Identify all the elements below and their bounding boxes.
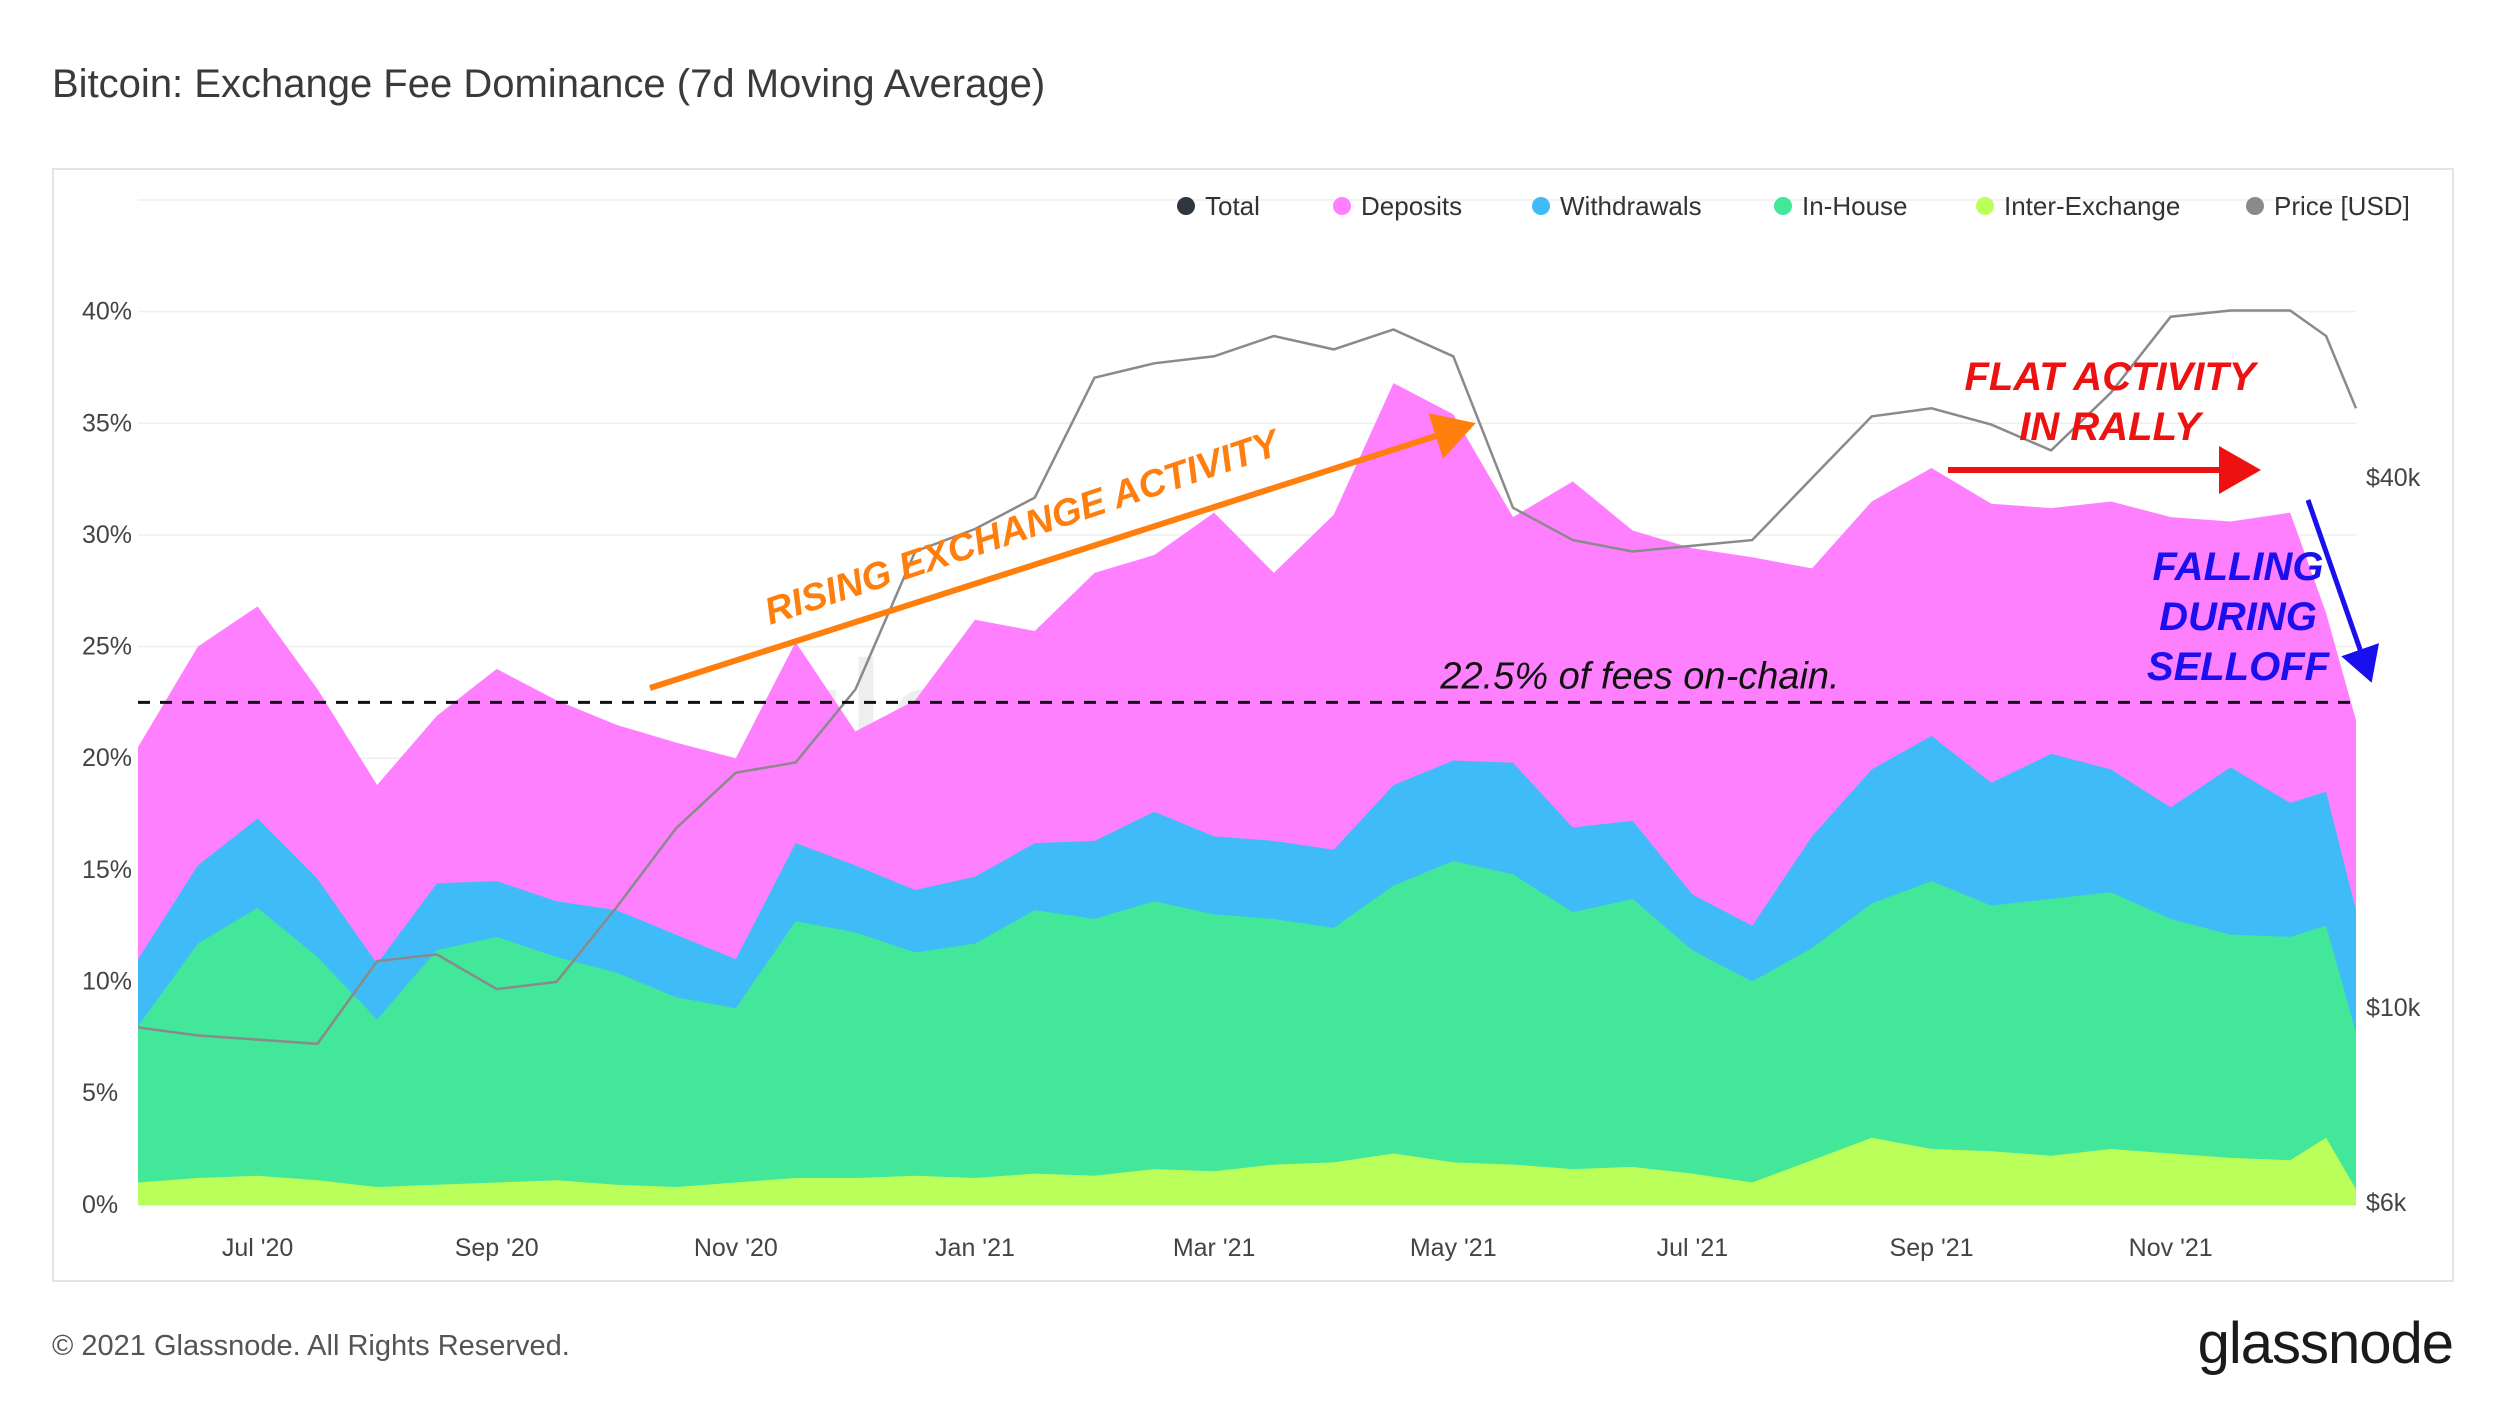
y2-tick-label: $40k xyxy=(2366,464,2421,492)
legend-label: Inter-Exchange xyxy=(2004,191,2180,221)
falling-annotation-line2: DURING xyxy=(2159,595,2317,639)
legend-label: Total xyxy=(1205,191,1260,221)
legend-label: Deposits xyxy=(1361,191,1462,221)
x-tick-label: Mar '21 xyxy=(1173,1234,1256,1262)
y2-tick-label: $6k xyxy=(2366,1189,2407,1217)
y-tick-label: 40% xyxy=(82,298,132,326)
legend-label: In-House xyxy=(1802,191,1908,221)
chart-title: Bitcoin: Exchange Fee Dominance (7d Movi… xyxy=(52,62,1046,106)
y-tick-label: 20% xyxy=(82,744,132,772)
legend-label: Withdrawals xyxy=(1560,191,1702,221)
falling-arrow xyxy=(2305,499,2380,683)
y2-tick-label: $10k xyxy=(2366,994,2421,1022)
y-tick-label: 30% xyxy=(82,521,132,549)
inter-exchange-area xyxy=(138,1137,2356,1205)
legend-dot xyxy=(1333,197,1351,215)
x-axis-ticks: Jul '20 Sep '20 Nov '20 Jan '21 Mar '21 May '… xyxy=(222,1234,2213,1262)
legend-dot xyxy=(1774,197,1792,215)
y-tick-label: 15% xyxy=(82,856,132,884)
falling-annotation-line3: SELLOFF xyxy=(2147,645,2331,689)
threshold-group: 22.5% of fees on-chain. xyxy=(138,655,2356,704)
y-axis-ticks: 0% 5% 10% 15% 20% 25% 30% 35% 40% xyxy=(82,298,132,1219)
stacked-areas xyxy=(138,383,2356,1205)
legend-label: Price [USD] xyxy=(2274,191,2410,221)
glassnode-logo: glassnode xyxy=(2197,1311,2454,1376)
chart-frame xyxy=(52,168,2454,1282)
x-tick-label: Jul '21 xyxy=(1657,1234,1728,1262)
x-tick-label: May '21 xyxy=(1410,1234,1497,1262)
legend-dot xyxy=(1976,197,1994,215)
price-line xyxy=(137,309,2358,1046)
price-series xyxy=(137,309,2358,1046)
y-tick-label: 35% xyxy=(82,409,132,437)
copyright-footer: © 2021 Glassnode. All Rights Reserved. xyxy=(52,1330,570,1362)
y-tick-label: 5% xyxy=(82,1079,118,1107)
legend-dot xyxy=(2246,197,2264,215)
flat-annotation-line2: IN RALLY xyxy=(2019,405,2204,449)
legend-dot xyxy=(1532,197,1550,215)
y-tick-label: 25% xyxy=(82,633,132,661)
x-tick-label: Nov '20 xyxy=(694,1234,778,1262)
x-tick-label: Nov '21 xyxy=(2129,1234,2213,1262)
legend: Total Deposits Withdrawals In-House Inter-Ex… xyxy=(1177,191,2410,221)
threshold-label: 22.5% of fees on-chain. xyxy=(1439,655,1839,697)
in-house-area xyxy=(138,861,2356,1205)
falling-annotation-line1: FALLING xyxy=(2152,545,2323,589)
y2-axis-ticks: $6k $10k $40k xyxy=(2366,464,2421,1217)
rising-arrow xyxy=(649,413,1476,691)
x-tick-label: Jan '21 xyxy=(935,1234,1015,1262)
flat-annotation-line1: FLAT ACTIVITY xyxy=(1964,355,2258,399)
x-tick-label: Sep '21 xyxy=(1890,1234,1974,1262)
x-tick-label: Sep '20 xyxy=(455,1234,539,1262)
y-tick-label: 0% xyxy=(82,1191,118,1219)
legend-dot xyxy=(1177,197,1195,215)
y-tick-label: 10% xyxy=(82,968,132,996)
x-tick-label: Jul '20 xyxy=(222,1234,293,1262)
